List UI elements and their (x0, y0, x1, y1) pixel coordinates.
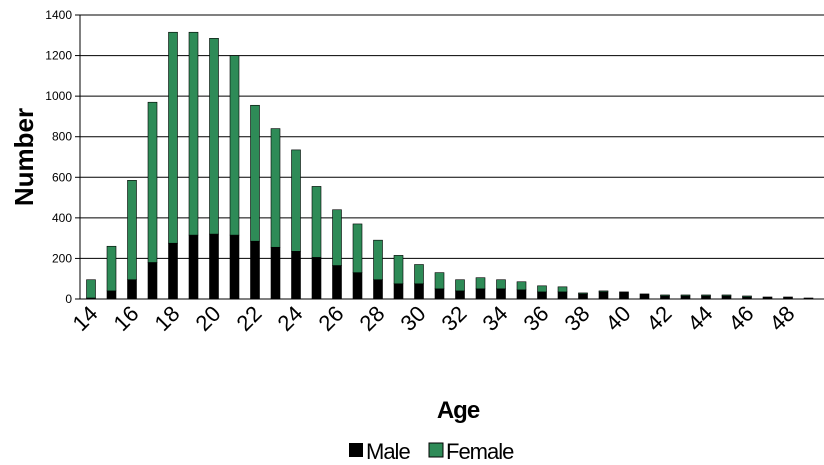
bar-female-age-34 (496, 279, 506, 290)
y-tick-label: 1400 (45, 8, 72, 22)
bar-female-age-42 (660, 294, 670, 297)
bar-male-age-33 (475, 288, 486, 300)
bar-male-age-20 (209, 233, 219, 300)
legend-label-female: Female (446, 439, 514, 464)
bar-female-age-14 (86, 279, 96, 299)
bar-male-age-18 (168, 242, 178, 300)
legend-label-male: Male (366, 439, 410, 464)
bar-male-age-40 (619, 291, 629, 300)
bar-male-age-39 (598, 291, 609, 300)
x-tick-label: 26 (314, 301, 349, 336)
x-tick-label: 40 (601, 301, 636, 336)
bar-female-age-18 (168, 31, 178, 244)
bar-male-age-27 (352, 272, 363, 300)
bar-male-age-22 (250, 240, 260, 300)
bar-female-age-29 (393, 255, 404, 285)
bar-female-age-38 (578, 292, 588, 295)
x-tick-label: 34 (478, 301, 513, 336)
bar-male-age-23 (270, 246, 281, 300)
bar-male-age-17 (147, 262, 158, 300)
x-tick-label: 16 (109, 301, 144, 336)
bar-male-age-29 (393, 283, 404, 300)
bar-female-age-45 (721, 294, 732, 297)
bar-female-age-24 (291, 149, 301, 252)
x-tick-label: 14 (68, 301, 103, 336)
x-tick-label: 32 (437, 301, 472, 336)
x-tick-label: 18 (150, 301, 185, 336)
bar-male-age-32 (455, 290, 465, 300)
legend: Male Female (349, 439, 515, 464)
bar-female-age-20 (209, 38, 219, 235)
bar-female-age-35 (516, 281, 527, 291)
x-tick-label: 46 (724, 301, 759, 336)
x-tick-label: 44 (683, 301, 718, 336)
y-tick-label: 600 (52, 170, 72, 184)
gridlines (80, 14, 824, 259)
bar-female-age-16 (127, 180, 137, 281)
bar-male-age-34 (496, 288, 506, 300)
bar-female-age-28 (373, 239, 383, 281)
x-tick-label: 30 (396, 301, 431, 336)
y-tick-label: 200 (52, 251, 72, 265)
bar-male-age-26 (332, 265, 342, 300)
bar-female-age-27 (352, 223, 363, 273)
x-tick-label: 20 (191, 301, 226, 336)
bar-male-age-36 (537, 291, 547, 300)
bar-female-age-22 (250, 104, 260, 242)
bar-female-age-44 (701, 294, 711, 297)
bar-female-age-17 (147, 101, 158, 263)
bar-male-age-15 (106, 290, 117, 300)
bar-male-age-37 (557, 291, 568, 300)
bar-female-age-25 (311, 186, 322, 258)
bar-male-age-41 (639, 293, 650, 300)
y-tick-label: 800 (52, 130, 72, 144)
bar-male-age-28 (373, 279, 383, 300)
y-axis-title: Number (9, 108, 39, 206)
bars (86, 31, 814, 300)
x-axis-title: Age (437, 397, 480, 424)
bar-female-age-21 (229, 55, 240, 236)
bar-female-age-15 (106, 245, 117, 292)
x-tick-label: 42 (642, 301, 677, 336)
bar-male-age-25 (311, 257, 322, 300)
y-tick-label: 0 (65, 292, 72, 306)
bar-female-age-43 (680, 294, 691, 297)
bar-male-age-19 (188, 234, 199, 300)
bar-female-age-37 (557, 286, 568, 293)
legend-swatch-male (349, 443, 363, 457)
y-tick-labels: 0 200 400 600 800 1000 1200 1400 (45, 8, 80, 306)
bar-female-age-33 (475, 277, 486, 290)
bar-female-age-36 (537, 285, 547, 293)
x-tick-label: 24 (273, 301, 308, 336)
bar-female-age-26 (332, 209, 342, 266)
bar-male-age-16 (127, 279, 137, 300)
x-tick-label: 38 (560, 301, 595, 336)
y-tick-label: 1200 (45, 49, 72, 63)
x-tick-label: 48 (765, 301, 800, 336)
bar-female-age-46 (742, 295, 752, 298)
y-tick-label: 400 (52, 211, 72, 225)
x-tick-label: 22 (232, 301, 267, 336)
bar-male-age-35 (516, 289, 527, 300)
x-tick-labels: 14 16 18 20 22 24 26 28 30 32 34 36 38 40 42 44 46 48 (68, 301, 800, 336)
x-tick-label: 36 (519, 301, 554, 336)
bar-female-age-30 (414, 264, 424, 285)
bar-male-age-30 (414, 283, 424, 300)
y-tick-label: 1000 (45, 89, 72, 103)
bar-female-age-39 (598, 290, 609, 293)
bar-male-age-38 (578, 293, 588, 300)
bar-male-age-24 (291, 251, 301, 300)
bar-female-age-31 (434, 272, 445, 290)
bar-female-age-23 (270, 128, 281, 248)
bar-male-age-31 (434, 288, 445, 300)
x-tick-label: 28 (355, 301, 390, 336)
legend-swatch-female (428, 442, 444, 458)
bar-female-age-32 (455, 279, 465, 292)
bar-female-age-19 (188, 31, 199, 236)
bar-male-age-21 (229, 234, 240, 300)
